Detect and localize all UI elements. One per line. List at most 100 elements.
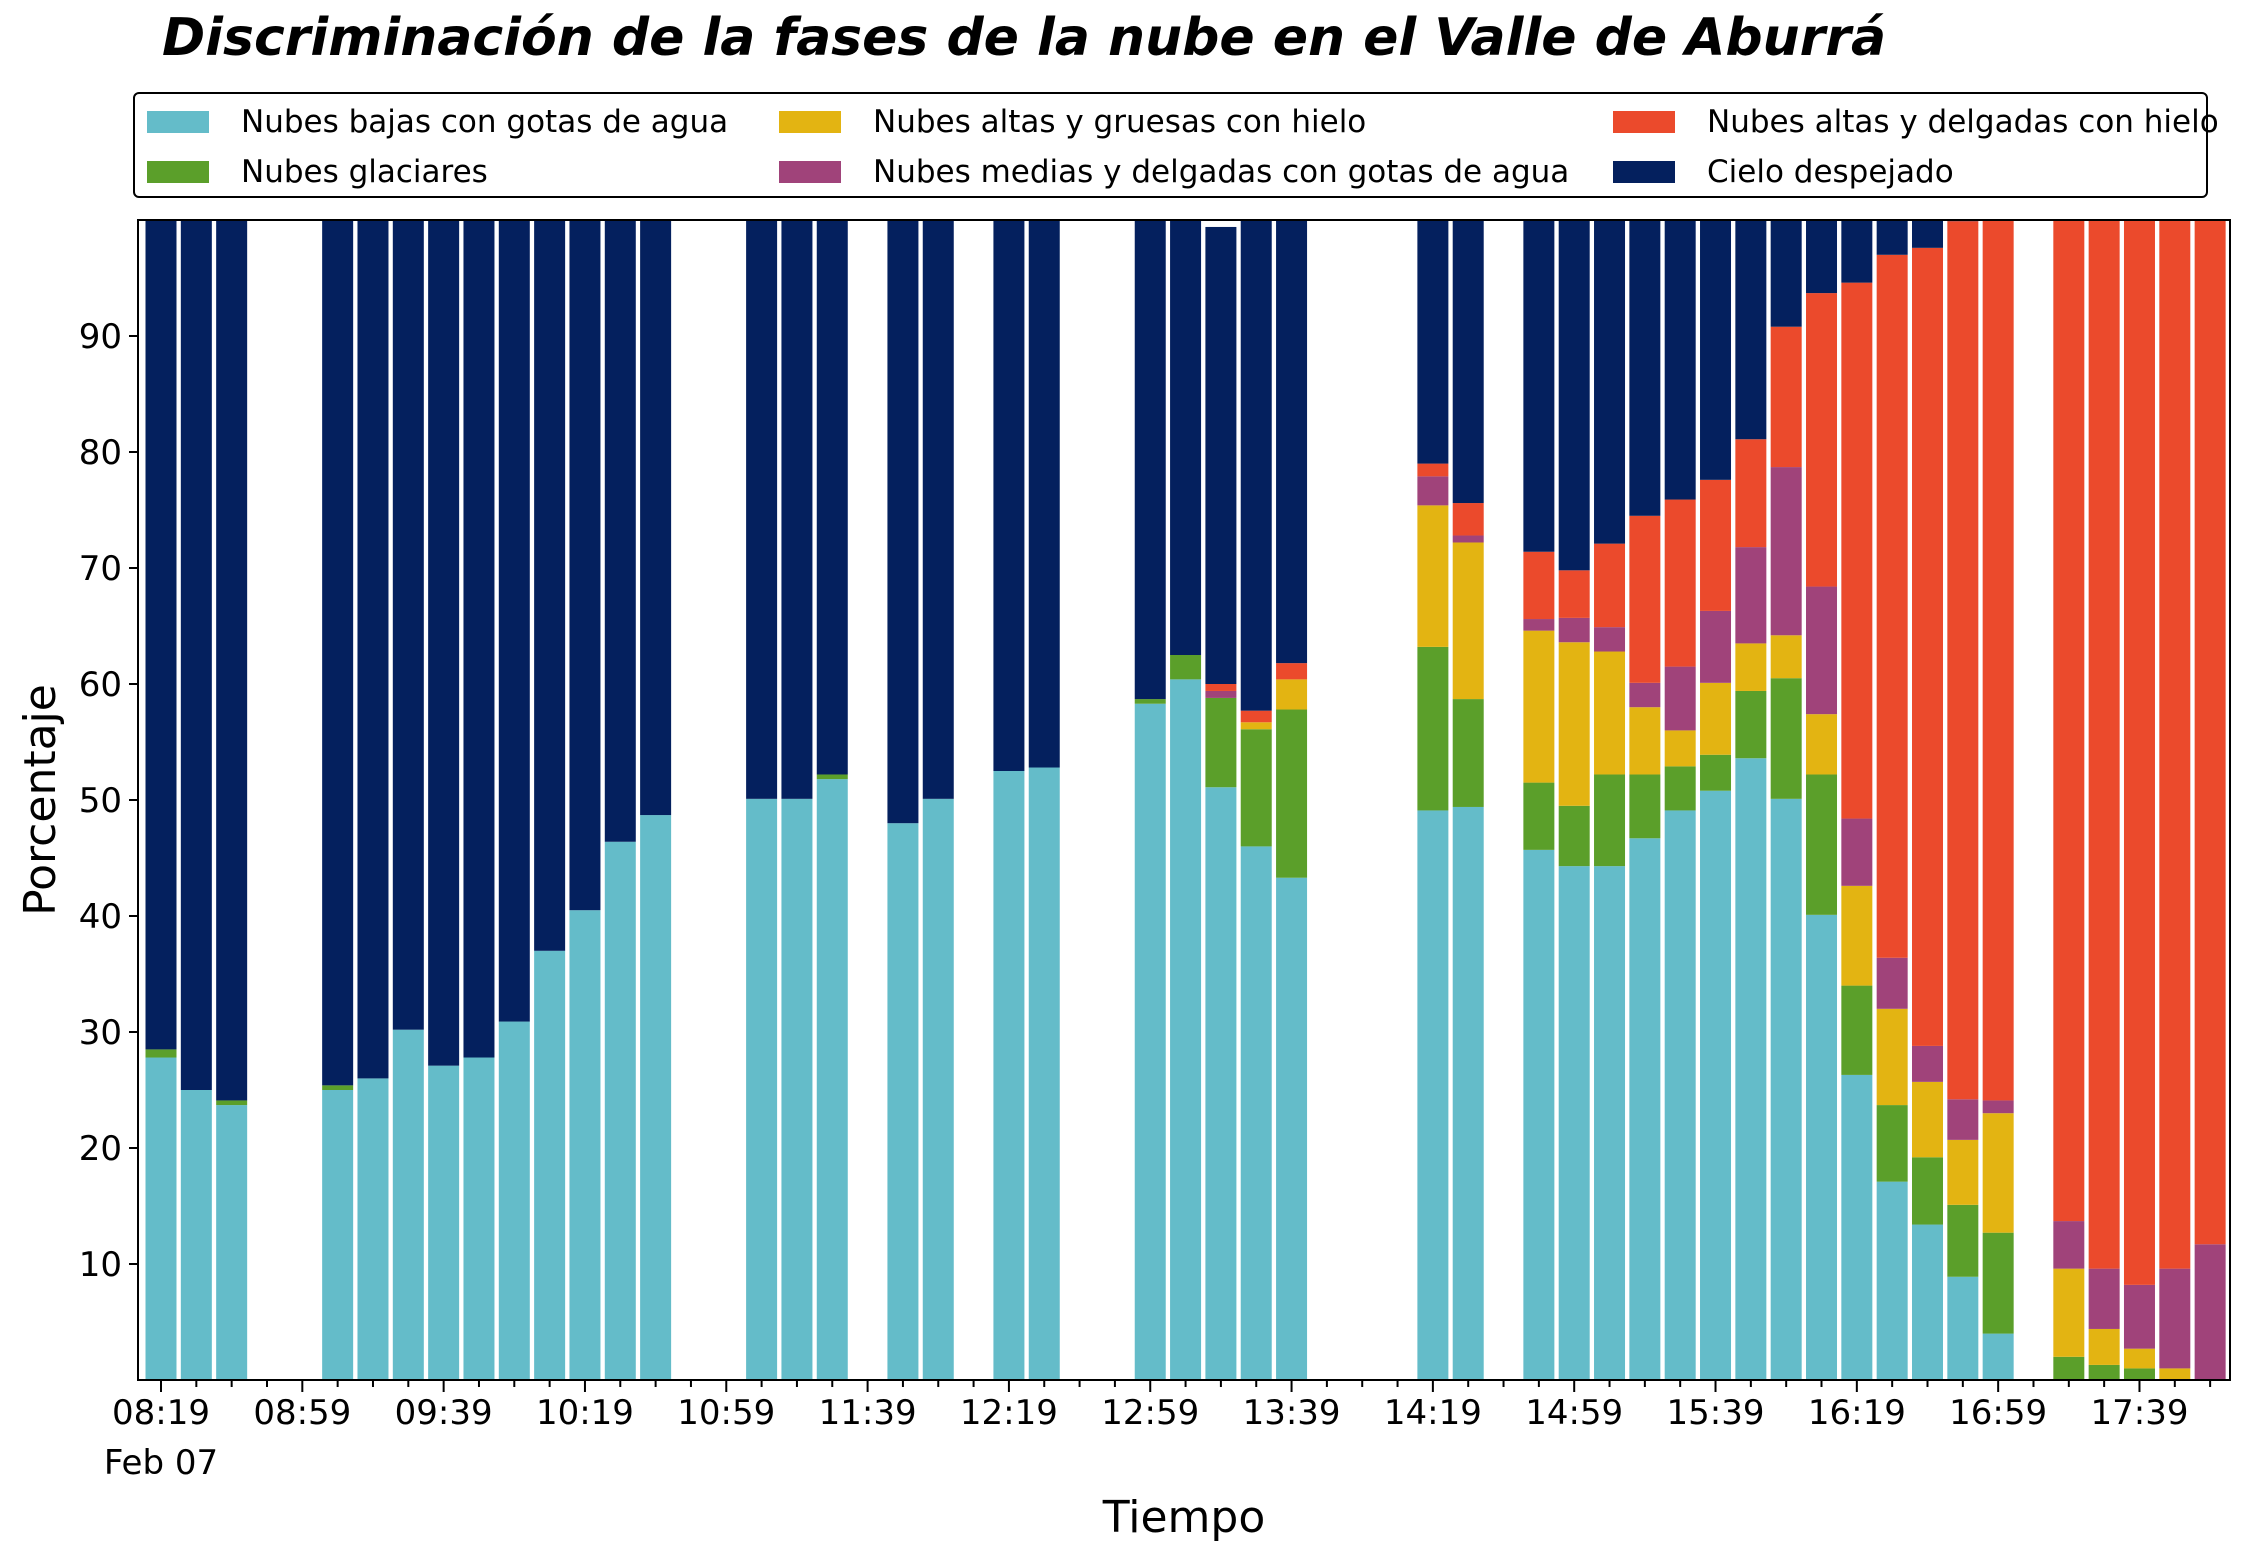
bar-segment — [1876, 1008, 1908, 1106]
x-axis-label: Tiempo — [1102, 1492, 1266, 1543]
bar-segment — [1770, 798, 1802, 1380]
bar-segment — [2053, 220, 2085, 1222]
bar-segment — [1664, 220, 1696, 500]
bar-segment — [1876, 1181, 1908, 1380]
bar-segment — [1417, 476, 1449, 506]
bar-segment — [322, 1090, 354, 1380]
bar-segment — [1735, 643, 1767, 691]
bar-segment — [1700, 682, 1732, 755]
bar-segment — [1947, 1139, 1979, 1205]
bar-segment — [1417, 463, 1449, 477]
bar-segment — [145, 1049, 177, 1058]
bar-segment — [2088, 1364, 2120, 1380]
bar-segment — [1664, 730, 1696, 767]
bar-segment — [993, 220, 1025, 771]
bar-segment — [1134, 703, 1166, 1380]
legend-entry: Nubes glaciares — [147, 150, 488, 194]
bar-segment — [1205, 697, 1237, 788]
bar-segment — [1240, 220, 1272, 711]
legend-swatch — [1613, 161, 1675, 183]
bar-segment — [1876, 1105, 1908, 1182]
bar-segment — [2194, 1244, 2226, 1380]
bar-segment — [1028, 220, 1060, 768]
bar-segment — [1912, 220, 1943, 248]
bar-segment — [1947, 1204, 1979, 1277]
legend-entry: Nubes medias y delgadas con gotas de agu… — [779, 150, 1569, 194]
legend-entry: Nubes altas y delgadas con hielo — [1613, 100, 2219, 144]
bar-segment — [1205, 787, 1237, 1380]
bar-segment — [1841, 885, 1873, 986]
bar-segment — [1982, 1113, 2014, 1233]
bar-segment — [1982, 1100, 2014, 1114]
bar-segment — [1770, 678, 1802, 799]
bar-segment — [1664, 766, 1696, 811]
bar-segment — [2123, 1368, 2155, 1380]
bar-segment — [1912, 1224, 1943, 1380]
bar-segment — [1841, 1074, 1873, 1380]
bar-segment — [428, 1065, 460, 1380]
bar-segment — [1523, 551, 1555, 620]
bar-segment — [1276, 220, 1308, 664]
bar-segment — [1876, 957, 1908, 1009]
bar-segment — [1806, 714, 1838, 775]
bar-segment — [463, 1057, 495, 1380]
bar-segment — [1806, 586, 1838, 715]
bar-segment — [781, 798, 813, 1380]
bar-segment — [922, 798, 954, 1380]
bar-segment — [392, 220, 424, 1030]
bar-segment — [1806, 774, 1838, 915]
x-tick-label: 13:39 — [1243, 1393, 1341, 1433]
y-tick-label: 80 — [79, 433, 122, 473]
bar-segment — [216, 1100, 248, 1106]
legend-label: Nubes altas y delgadas con hielo — [1707, 104, 2219, 140]
y-tick-label: 70 — [79, 549, 122, 589]
x-tick-label: 09:39 — [395, 1393, 493, 1433]
bar-segment — [1664, 499, 1696, 667]
bar-segment — [1523, 782, 1555, 850]
bar-segment — [1170, 655, 1202, 680]
bar-segment — [1594, 774, 1626, 867]
legend: Nubes bajas con gotas de agua Nubes glaci… — [133, 92, 2219, 198]
bar-segment — [1205, 684, 1237, 691]
bar-segment — [816, 779, 848, 1380]
bar-segment — [1452, 699, 1484, 807]
bar-segment — [1735, 439, 1767, 548]
bar-segment — [1876, 220, 1908, 255]
bar-segment — [2159, 1368, 2191, 1380]
bar-segment — [1664, 666, 1696, 731]
bar-segment — [1806, 220, 1838, 294]
legend-swatch — [779, 111, 841, 133]
bar-segment — [1558, 805, 1590, 867]
bar-segment — [1735, 758, 1767, 1380]
bar-segment — [1276, 877, 1308, 1380]
x-tick-label: 16:59 — [1949, 1393, 2047, 1433]
bar-segment — [1841, 220, 1873, 283]
bar-segment — [1629, 838, 1661, 1380]
bar-segment — [322, 1085, 354, 1090]
bar-segment — [1735, 547, 1767, 644]
bar-segment — [1558, 642, 1590, 806]
bar-segment — [1841, 818, 1873, 886]
legend-label: Nubes altas y gruesas con hielo — [873, 104, 1367, 140]
y-tick-label: 50 — [79, 781, 122, 821]
bar-segment — [1240, 846, 1272, 1380]
y-tick-label: 90 — [79, 317, 122, 357]
y-tick-label: 10 — [79, 1245, 122, 1285]
bar-segment — [1452, 220, 1484, 504]
bar-segment — [1629, 682, 1661, 708]
bar-segment — [1452, 535, 1484, 543]
bar-segment — [816, 220, 848, 775]
legend-label: Nubes medias y delgadas con gotas de agu… — [873, 154, 1570, 190]
bar-segment — [428, 220, 460, 1066]
bar-segment — [2053, 1268, 2085, 1357]
bar-segment — [1558, 570, 1590, 618]
bar-segment — [1982, 220, 2014, 1101]
bar-segment — [1417, 505, 1449, 647]
bar-segment — [216, 220, 248, 1101]
bar-segment — [569, 220, 601, 911]
bar-segment — [1629, 515, 1661, 683]
bar-segment — [1240, 722, 1272, 730]
x-tick-label: 15:39 — [1667, 1393, 1765, 1433]
bar-segment — [1629, 774, 1661, 839]
y-axis-label: Porcentaje — [15, 684, 66, 916]
